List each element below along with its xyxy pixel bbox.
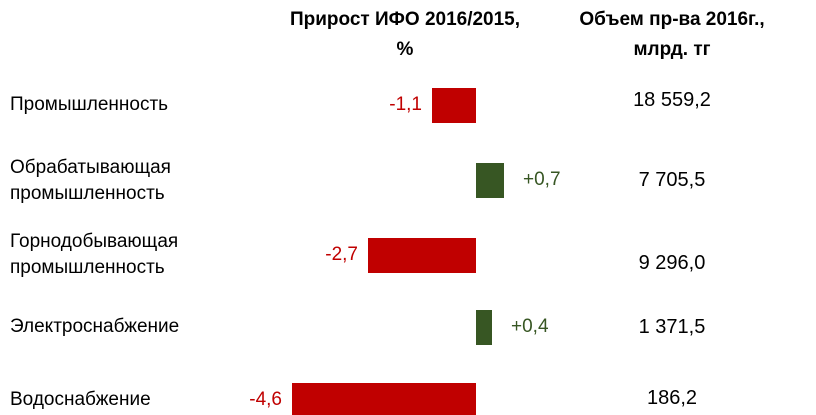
category-label: Горнодобывающая промышленность bbox=[10, 231, 179, 278]
category-label: Промышленность bbox=[10, 94, 169, 115]
value-label: +0,4 bbox=[511, 316, 549, 337]
value-label: -2,7 bbox=[325, 244, 358, 265]
volume-value: 186,2 bbox=[646, 387, 698, 409]
volume-header: Объем пр-ва 2016г., млрд. тг bbox=[579, 9, 765, 60]
volume-value: 18 559,2 bbox=[633, 89, 711, 111]
value-label: +0,7 bbox=[523, 169, 561, 190]
volume-value: 7 705,5 bbox=[638, 169, 706, 191]
bar bbox=[432, 87, 476, 123]
category-label: Водоснабжение bbox=[10, 389, 151, 410]
bar bbox=[476, 309, 492, 345]
volume-value: 1 371,5 bbox=[638, 316, 706, 338]
category-label: Электроснабжение bbox=[10, 316, 180, 337]
volume-value: 9 296,0 bbox=[638, 252, 706, 274]
bar bbox=[368, 237, 476, 273]
growth-header: Прирост ИФО 2016/2015, % bbox=[289, 9, 521, 60]
bar bbox=[292, 382, 476, 415]
bar bbox=[476, 162, 504, 198]
category-label: Обрабатывающая промышленность bbox=[10, 157, 171, 204]
value-label: -1,1 bbox=[389, 94, 422, 115]
value-label: -4,6 bbox=[249, 389, 282, 410]
